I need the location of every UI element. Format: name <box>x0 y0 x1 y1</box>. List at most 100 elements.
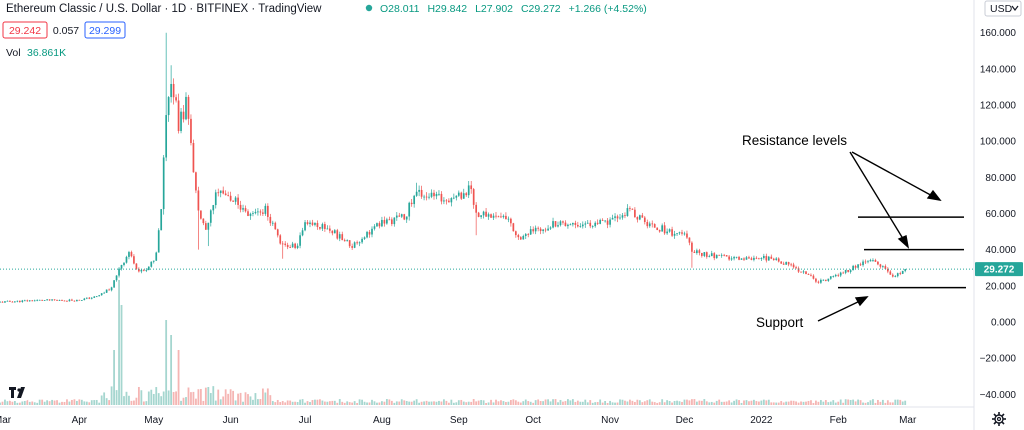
candle-body <box>534 227 537 232</box>
volume-bar <box>797 402 800 405</box>
candle-body <box>333 230 336 234</box>
bid-box[interactable] <box>2 21 48 39</box>
volume-bar <box>460 399 463 405</box>
candle-body <box>145 269 148 271</box>
candle-body <box>698 250 701 253</box>
candle-body <box>88 297 91 299</box>
svg-text:O28.011 H29.842 L2: O28.011 H29.842 L27.902 C29.272 +1.266 (… <box>380 3 647 15</box>
candle-body <box>678 232 681 234</box>
volume-bar <box>58 402 61 405</box>
volume-bar <box>43 401 46 405</box>
volume-bar <box>68 401 71 405</box>
ask-box[interactable] <box>84 21 126 39</box>
candle-body <box>753 257 755 260</box>
volume-bar <box>98 402 101 405</box>
volume-bar <box>718 399 721 405</box>
volume-bar <box>311 400 314 405</box>
volume-bar <box>524 399 527 405</box>
price-tick-label: 100.000 <box>980 137 1017 148</box>
volume-bar <box>326 401 329 405</box>
price-axis[interactable] <box>974 0 1024 430</box>
candle-body <box>492 215 495 218</box>
volume-bar <box>33 402 36 405</box>
candle-body <box>810 274 812 276</box>
candle-body <box>219 190 222 194</box>
volume-bar <box>108 400 111 405</box>
volume-bar <box>529 401 532 405</box>
time-tick-label: May <box>144 415 163 426</box>
volume-bar <box>289 400 292 405</box>
volume-bar <box>559 399 562 405</box>
currency-button[interactable] <box>984 0 1022 17</box>
candle-body <box>874 259 877 262</box>
currency-selector[interactable]: USD <box>984 0 1022 17</box>
candle-body <box>170 83 172 98</box>
volume-bar <box>522 401 525 405</box>
volume-bar <box>378 402 381 405</box>
volume-bar <box>549 401 552 405</box>
volume-bar <box>589 400 592 405</box>
volume-bar <box>755 401 758 405</box>
candle-body <box>829 276 832 279</box>
candle-body <box>524 234 527 236</box>
candle-body <box>564 222 567 227</box>
volume-bar <box>147 391 150 405</box>
candle-body <box>634 209 636 218</box>
volume-bar <box>698 400 701 405</box>
volume-bar <box>71 399 73 405</box>
candle-body <box>348 240 351 247</box>
volume-bar <box>63 401 66 405</box>
volume-bar <box>254 393 257 405</box>
symbol-title[interactable]: Ethereum Classic / U.S. Dollar · 1D · BI… <box>6 3 322 15</box>
volume-bar <box>738 400 740 405</box>
volume-bar <box>896 399 899 405</box>
candle-body <box>559 221 562 226</box>
last-price-value: 29.272 <box>984 265 1015 276</box>
candle-body <box>266 205 269 217</box>
candle-body <box>544 229 547 231</box>
candle-body <box>832 276 835 277</box>
candle-body <box>820 279 822 283</box>
candle-body <box>366 231 368 238</box>
volume-bar <box>11 401 14 405</box>
time-tick-label: Mar <box>0 415 12 426</box>
gear-icon[interactable] <box>992 412 1006 426</box>
tradingview-logo-icon[interactable] <box>7 383 29 401</box>
time-tick-label: Apr <box>72 415 88 426</box>
bid-price: 29.242 <box>9 25 41 37</box>
candle-body <box>904 269 907 271</box>
annotation-drawings[interactable]: Resistance levels Support <box>742 133 966 330</box>
volume-bar <box>819 400 822 405</box>
volume-bar <box>175 391 177 405</box>
candle-body <box>28 300 31 302</box>
candle-body <box>852 265 854 271</box>
candle-body <box>795 267 797 269</box>
candle-body <box>636 217 639 220</box>
candle-body <box>180 111 182 132</box>
volume-bar <box>795 401 797 405</box>
volume-bar <box>23 400 26 405</box>
volume-bar <box>115 390 118 405</box>
volume-bar <box>368 402 371 405</box>
candle-body <box>648 223 651 227</box>
candle-body <box>212 205 215 211</box>
candle-body <box>425 196 428 198</box>
volume-bar <box>113 350 115 405</box>
volume-bar <box>38 399 41 405</box>
volume-bar <box>785 401 788 405</box>
candle-body <box>229 195 232 201</box>
volume-bar <box>683 399 686 405</box>
candle-body <box>537 227 540 229</box>
volume-bar <box>418 402 421 405</box>
volume-bar <box>190 392 192 405</box>
candle-body <box>658 230 661 232</box>
volume-bar <box>376 402 378 405</box>
volume-bar <box>802 401 805 405</box>
candle-body <box>599 219 602 224</box>
volume-bar <box>666 400 669 405</box>
ohlc-open: O28.011 <box>380 3 420 15</box>
candle-body <box>242 208 244 210</box>
volume-bar <box>723 401 726 405</box>
candle-body <box>800 271 802 273</box>
